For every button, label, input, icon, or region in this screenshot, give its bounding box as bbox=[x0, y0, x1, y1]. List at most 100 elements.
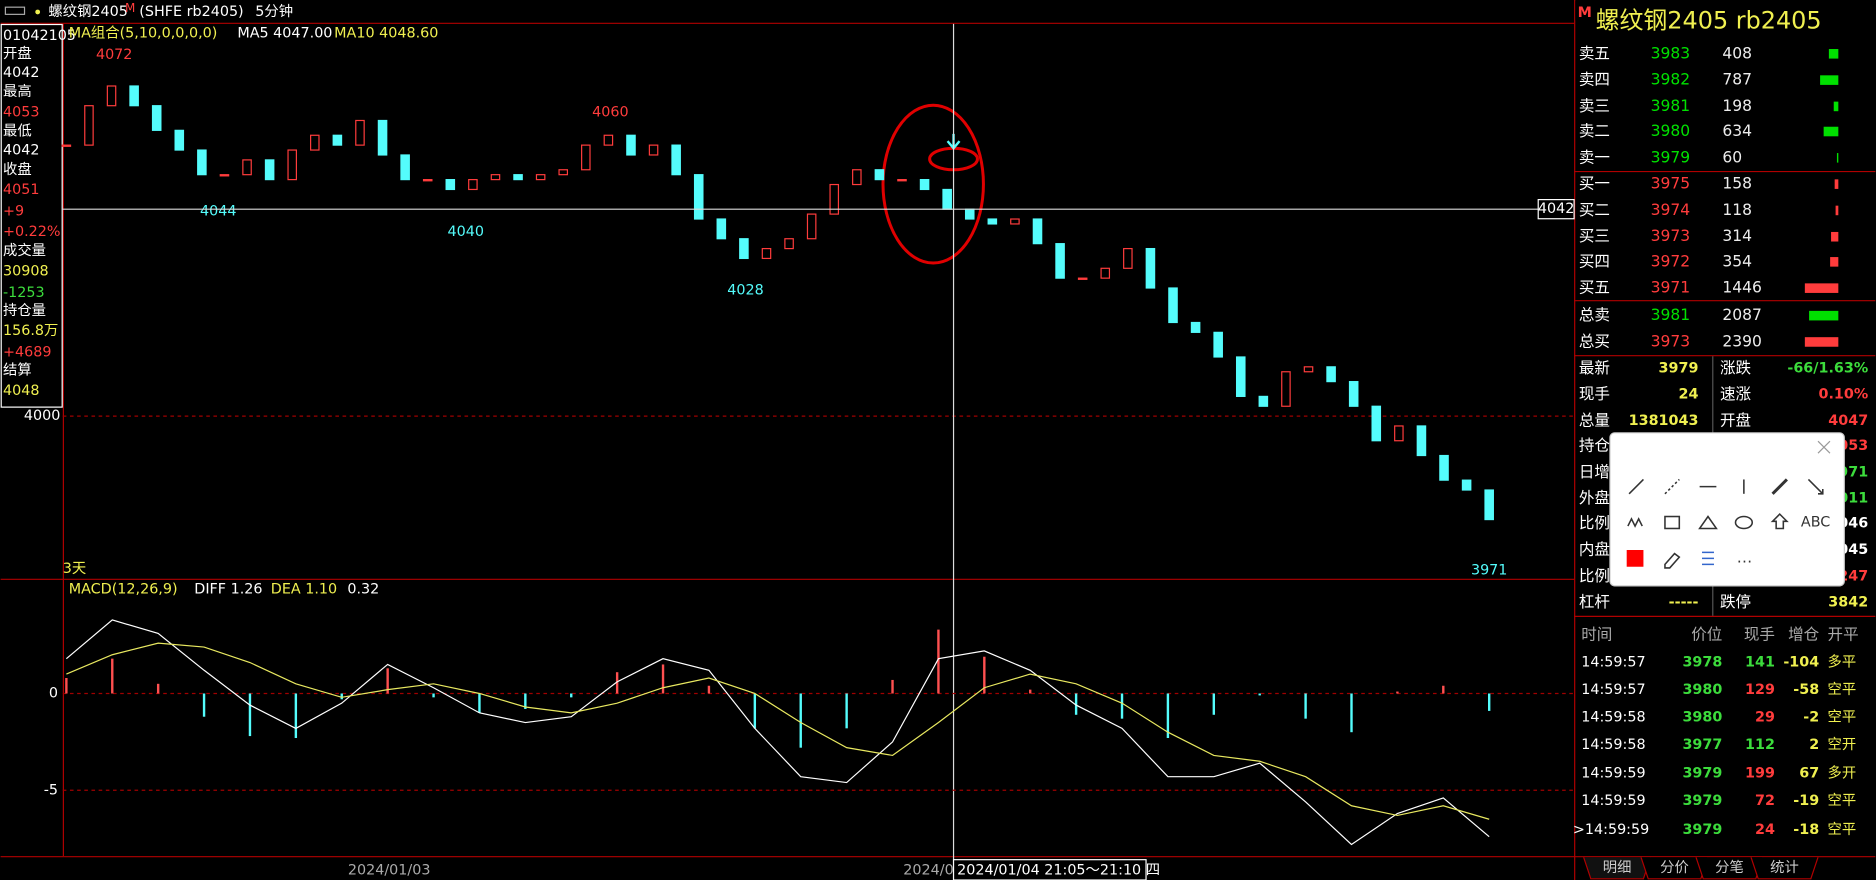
candle bbox=[535, 174, 546, 181]
info-item: 4042 bbox=[3, 65, 39, 81]
tool-ellipse[interactable] bbox=[1734, 515, 1754, 530]
tab[interactable]: 分笔 bbox=[1715, 859, 1744, 876]
volume-bar bbox=[1823, 126, 1839, 137]
book-volume: 198 bbox=[1722, 97, 1752, 115]
candle bbox=[1281, 371, 1291, 407]
candle bbox=[287, 149, 297, 181]
tool-zigzag[interactable] bbox=[1627, 517, 1643, 528]
x-label: 2024/0 bbox=[903, 862, 953, 878]
macd-bar bbox=[432, 693, 435, 698]
stat-value: 247 bbox=[1838, 568, 1868, 584]
book-price: 3979 bbox=[1651, 148, 1691, 166]
trade-cell: 3979 bbox=[1682, 766, 1722, 782]
macd-bar bbox=[707, 685, 711, 694]
tool-triangle[interactable] bbox=[1698, 515, 1718, 530]
book-price: 3981 bbox=[1651, 97, 1691, 115]
trade-cell: 空平 bbox=[1828, 792, 1857, 809]
candle bbox=[874, 169, 885, 181]
book-label: 买四 bbox=[1579, 252, 1610, 270]
tool-line[interactable] bbox=[1628, 478, 1644, 495]
menu-icon[interactable] bbox=[4, 6, 26, 15]
candle bbox=[987, 218, 998, 225]
macd-bar bbox=[111, 658, 114, 694]
tab-shape bbox=[1750, 857, 1819, 880]
tab[interactable]: 分价 bbox=[1660, 859, 1689, 876]
tool-ray[interactable] bbox=[1664, 478, 1680, 495]
macd-bar bbox=[156, 683, 160, 694]
candle bbox=[1394, 425, 1404, 442]
crosshair-price-box bbox=[1537, 199, 1575, 220]
book-label: 买一 bbox=[1579, 175, 1610, 193]
tab[interactable]: 明细 bbox=[1603, 859, 1632, 876]
stat-label: 涨跌 bbox=[1720, 359, 1752, 377]
candle bbox=[61, 144, 72, 147]
tool-eraser[interactable] bbox=[1664, 552, 1681, 569]
symbol: 螺纹钢2405 bbox=[48, 3, 127, 20]
book-label: 买三 bbox=[1579, 227, 1610, 245]
dea-label: DEA 1.10 bbox=[271, 581, 337, 597]
tool-segment[interactable] bbox=[1771, 478, 1788, 495]
diff-label: DIFF 1.26 bbox=[194, 581, 262, 597]
tool-rect[interactable] bbox=[1664, 515, 1681, 530]
candle bbox=[445, 179, 456, 191]
stat-value: ----- bbox=[1669, 595, 1699, 611]
extreme-label: 4044 bbox=[200, 204, 236, 220]
toolbar-close[interactable] bbox=[1817, 440, 1831, 454]
tool-color[interactable] bbox=[1626, 550, 1644, 567]
trade-cell: 141 bbox=[1745, 654, 1775, 670]
info-item: 开盘 bbox=[3, 44, 32, 62]
info-box bbox=[0, 23, 63, 408]
candle bbox=[174, 129, 185, 151]
macd-bar bbox=[1488, 693, 1491, 711]
stat-label: 现手 bbox=[1579, 385, 1610, 403]
book-volume: 787 bbox=[1722, 71, 1752, 89]
candle bbox=[129, 85, 139, 107]
macd-bar bbox=[661, 664, 665, 694]
stat-value: 1381043 bbox=[1629, 413, 1699, 429]
macd-bar bbox=[937, 629, 940, 694]
tool-arrow[interactable] bbox=[1807, 478, 1824, 495]
candle bbox=[219, 174, 230, 177]
trade-cell: 14:59:59 bbox=[1581, 766, 1645, 782]
trade-cell: 空平 bbox=[1828, 708, 1857, 725]
book-price: 3973 bbox=[1651, 227, 1691, 245]
candle bbox=[1348, 381, 1359, 407]
tool-uparrow[interactable] bbox=[1770, 513, 1789, 530]
macd-bar bbox=[983, 656, 986, 694]
candle bbox=[761, 247, 772, 260]
book-volume: 60 bbox=[1722, 148, 1742, 166]
macd-bar bbox=[753, 693, 757, 729]
trades-header: 现手 bbox=[1744, 625, 1775, 643]
info-item: +9 bbox=[3, 204, 24, 220]
book-price: 3971 bbox=[1651, 279, 1691, 297]
trade-cell: 72 bbox=[1755, 793, 1775, 809]
extreme-label: 4072 bbox=[96, 47, 132, 63]
trade-cell: 2 bbox=[1809, 737, 1819, 753]
candle bbox=[1461, 479, 1472, 491]
tool-list[interactable] bbox=[1702, 551, 1714, 566]
trade-cell: 24 bbox=[1755, 822, 1775, 838]
candle bbox=[1055, 243, 1065, 279]
trades-header: 时间 bbox=[1581, 625, 1612, 643]
ma5-label: MA5 4047.00 bbox=[237, 25, 332, 41]
trade-cell: 14:59:57 bbox=[1581, 654, 1645, 670]
volume-bar bbox=[1804, 337, 1839, 347]
stat-label: 最新 bbox=[1579, 359, 1610, 377]
stat-label: 总量 bbox=[1579, 411, 1610, 429]
tool-more[interactable]: ⋯ bbox=[1737, 552, 1753, 570]
stat-label: 杠杆 bbox=[1579, 593, 1610, 611]
stat-value: 053 bbox=[1838, 438, 1868, 454]
candle bbox=[716, 218, 727, 240]
macd-bar bbox=[1120, 693, 1124, 719]
tab[interactable]: 统计 bbox=[1770, 859, 1799, 876]
candle bbox=[829, 183, 840, 215]
tool-text[interactable]: ABC bbox=[1801, 515, 1830, 531]
macd-bar bbox=[294, 693, 298, 739]
macd-bar bbox=[478, 693, 481, 713]
volume-bar bbox=[1831, 231, 1839, 242]
candle bbox=[1077, 277, 1088, 280]
stat-value: 4047 bbox=[1828, 413, 1868, 429]
period-selector[interactable]: 5分钟 bbox=[255, 3, 293, 20]
